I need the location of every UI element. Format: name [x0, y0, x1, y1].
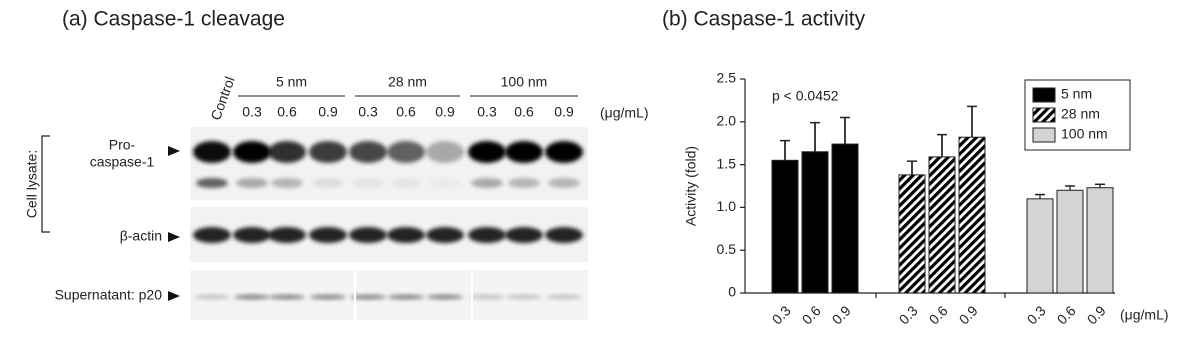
band [548, 178, 580, 188]
x-tick-label: 0.6 [1054, 302, 1079, 327]
band [312, 178, 344, 188]
legend-label: 5 nm [1061, 86, 1092, 102]
band [427, 294, 463, 300]
row-label: β-actin [120, 228, 162, 244]
concentration-label: 0.9 [554, 104, 574, 120]
band [426, 227, 464, 243]
group-label: 5 nm [276, 74, 307, 90]
concentration-label: 0.9 [318, 104, 338, 120]
row-label: caspase-1 [90, 154, 155, 170]
band [468, 141, 506, 163]
legend-swatch [1032, 127, 1056, 143]
band [349, 227, 387, 243]
legend-swatch [1032, 107, 1056, 123]
band [269, 294, 305, 300]
y-tick-label: 1.0 [717, 198, 737, 214]
band [233, 141, 271, 163]
band [268, 141, 306, 163]
band [236, 178, 268, 188]
concentration-label: 0.3 [242, 104, 262, 120]
row-label: Supernatant: p20 [55, 287, 163, 303]
y-tick-label: 0.5 [717, 241, 737, 257]
concentration-label: 0.3 [477, 104, 497, 120]
y-tick-label: 0 [728, 284, 736, 300]
legend-swatch [1032, 87, 1056, 103]
x-tick-label: 0.9 [1084, 302, 1109, 327]
y-tick-label: 2.0 [717, 113, 737, 129]
x-tick-label: 0.3 [1024, 302, 1049, 327]
concentration-label: 0.6 [514, 104, 534, 120]
legend-label: 28 nm [1061, 106, 1100, 122]
arrows [168, 146, 180, 301]
band [506, 294, 542, 300]
band [310, 294, 346, 300]
panel-b-title: (b) Caspase-1 activity [662, 8, 866, 31]
band [352, 178, 384, 188]
band [545, 141, 583, 163]
x-tick-label: 0.3 [896, 302, 921, 327]
y-tick-label: 2.5 [717, 70, 737, 86]
lane-label: Control [207, 74, 237, 122]
band [349, 141, 387, 163]
concentration-label: 0.9 [435, 104, 455, 120]
band [309, 227, 347, 243]
band [196, 178, 228, 188]
concentration-label: 0.6 [277, 104, 297, 120]
x-tick-label: 0.9 [829, 302, 854, 327]
bracket [41, 135, 50, 233]
band [390, 178, 422, 188]
annotation: p < 0.0452 [772, 88, 839, 104]
band [387, 227, 425, 243]
unit-label: (μg/mL) [600, 105, 649, 121]
bar [1056, 189, 1084, 294]
legend-label: 100 nm [1061, 126, 1108, 142]
band [193, 141, 231, 163]
band [271, 178, 303, 188]
band [469, 294, 505, 300]
bar [928, 156, 956, 294]
bar [771, 159, 799, 294]
blots [190, 127, 588, 320]
band [505, 227, 543, 243]
concentration-label: 0.3 [358, 104, 378, 120]
band [505, 141, 543, 163]
band [193, 227, 231, 243]
band [545, 227, 583, 243]
row-group-label: Cell lysate: [24, 150, 40, 218]
group-label: 28 nm [388, 74, 427, 90]
band [268, 227, 306, 243]
x-tick-label: 0.3 [769, 302, 794, 327]
band [194, 294, 230, 300]
band [309, 141, 347, 163]
band [471, 178, 503, 188]
y-axis-label: Activity (fold) [683, 146, 699, 226]
band [234, 294, 270, 300]
blot-pro [190, 127, 588, 200]
x-tick-label: 0.9 [956, 302, 981, 327]
band [468, 227, 506, 243]
group-label: 100 nm [501, 74, 548, 90]
row-label: Pro- [109, 137, 136, 153]
bar [1026, 198, 1054, 294]
x-tick-label: 0.6 [799, 302, 824, 327]
band [350, 294, 386, 300]
band [388, 294, 424, 300]
band [546, 294, 582, 300]
band [429, 178, 461, 188]
bar [1086, 187, 1114, 294]
y-tick-label: 1.5 [717, 155, 737, 171]
band [233, 227, 271, 243]
band [426, 141, 464, 163]
bar [831, 143, 859, 294]
x-unit-label: (μg/mL) [1120, 307, 1169, 323]
bar [898, 174, 926, 294]
band [508, 178, 540, 188]
band [387, 141, 425, 163]
concentration-label: 0.6 [396, 104, 416, 120]
panel-a-title: (a) Caspase-1 cleavage [62, 8, 285, 31]
x-tick-label: 0.6 [926, 302, 951, 327]
bar [958, 136, 986, 294]
bar [801, 151, 829, 294]
